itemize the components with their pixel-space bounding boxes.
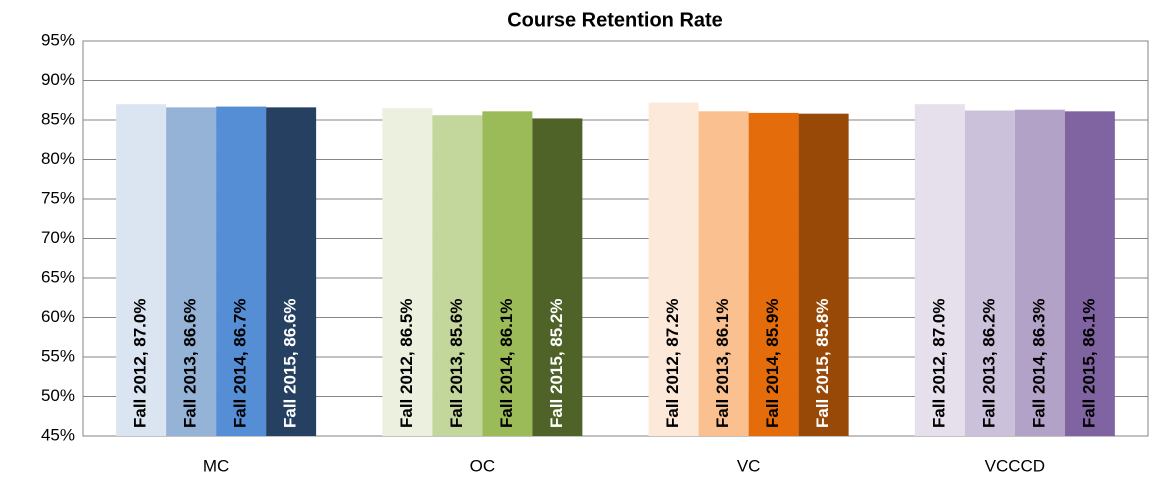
data-label: Fall 2012, 87.0%: [929, 299, 948, 428]
data-label: Fall 2013, 85.6%: [447, 299, 466, 428]
data-label: Fall 2015, 85.2%: [547, 299, 566, 428]
y-tick-label: 55%: [41, 346, 75, 365]
y-tick-label: 95%: [41, 30, 75, 49]
data-label: Fall 2014, 86.1%: [497, 299, 516, 428]
bar: [216, 106, 267, 436]
y-tick-label: 45%: [41, 425, 75, 444]
bar: [166, 107, 217, 437]
y-tick-label: 90%: [41, 70, 75, 89]
bar: [698, 111, 749, 436]
data-label: Fall 2013, 86.1%: [713, 299, 732, 428]
y-tick-label: 50%: [41, 386, 75, 405]
y-tick-label: 75%: [41, 188, 75, 207]
data-label: Fall 2013, 86.6%: [181, 299, 200, 428]
bar: [382, 108, 433, 437]
data-label: Fall 2015, 86.1%: [1079, 299, 1098, 428]
x-tick-label: MC: [203, 456, 229, 475]
bar: [1014, 109, 1065, 436]
bar: [648, 102, 699, 437]
bar: [748, 112, 799, 436]
bar: [532, 118, 583, 437]
y-tick-label: 65%: [41, 267, 75, 286]
plot-border: [82, 40, 1149, 437]
bar: [914, 104, 965, 436]
data-label: Fall 2013, 86.2%: [979, 299, 998, 428]
data-label: Fall 2014, 86.7%: [231, 299, 250, 428]
data-label: Fall 2012, 86.5%: [397, 299, 416, 428]
bar: [964, 110, 1015, 437]
y-tick-label: 60%: [41, 307, 75, 326]
y-tick-label: 80%: [41, 149, 75, 168]
x-tick-label: VCCCD: [985, 456, 1045, 475]
data-label: Fall 2014, 86.3%: [1029, 299, 1048, 428]
data-label: Fall 2014, 85.9%: [763, 299, 782, 428]
y-tick-label: 85%: [41, 109, 75, 128]
data-label: Fall 2012, 87.2%: [663, 299, 682, 428]
bar: [116, 104, 167, 436]
x-tick-label: VC: [737, 456, 761, 475]
chart-title: Course Retention Rate: [507, 9, 723, 31]
bar: [1064, 111, 1115, 436]
bar: [266, 107, 317, 437]
y-tick-label: 70%: [41, 228, 75, 247]
bar: [432, 115, 483, 436]
data-label: Fall 2012, 87.0%: [131, 299, 150, 428]
data-label: Fall 2015, 85.8%: [813, 299, 832, 428]
x-tick-label: OC: [470, 456, 496, 475]
bar: [482, 111, 533, 436]
bar: [798, 113, 849, 437]
data-label: Fall 2015, 86.6%: [281, 299, 300, 428]
